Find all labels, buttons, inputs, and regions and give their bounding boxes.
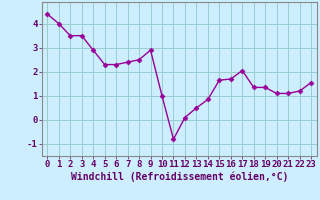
X-axis label: Windchill (Refroidissement éolien,°C): Windchill (Refroidissement éolien,°C) <box>70 172 288 182</box>
